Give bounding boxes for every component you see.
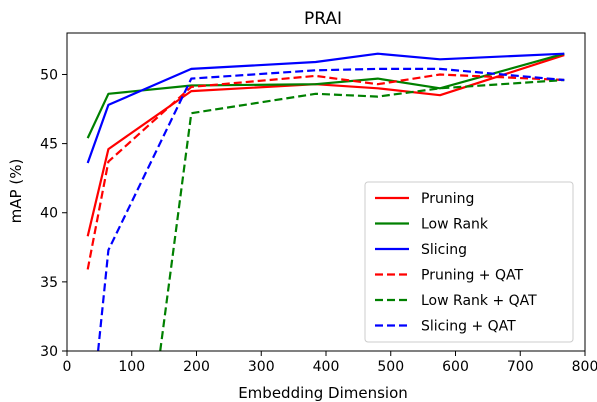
x-tick-label: 500	[377, 359, 404, 375]
x-tick-label: 0	[63, 359, 72, 375]
x-tick-label: 600	[442, 359, 469, 375]
y-tick-label: 45	[40, 137, 58, 153]
series-line-slicing	[86, 52, 565, 164]
legend-label-pruning-qat: Pruning + QAT	[421, 268, 523, 284]
legend-label-low-rank: Low Rank	[421, 217, 489, 233]
legend-label-low-rank-qat: Low Rank + QAT	[421, 293, 537, 309]
series-line-slicing-qat	[97, 67, 565, 351]
y-tick-label: 50	[40, 67, 58, 83]
x-tick-label: 300	[248, 359, 275, 375]
plot-area	[86, 52, 565, 351]
y-tick-label: 40	[40, 206, 58, 222]
x-tick-label: 800	[572, 359, 597, 375]
y-tick-label: 30	[40, 344, 58, 360]
y-axis-label: mAP (%)	[7, 159, 25, 224]
series-line-pruning-qat	[86, 73, 565, 270]
legend-box	[364, 181, 574, 343]
series-line-low-rank-qat	[159, 78, 565, 351]
y-tick-label: 35	[40, 275, 58, 291]
x-axis-label: Embedding Dimension	[238, 384, 408, 402]
axes: 0 100 200 300 400 500 600 700 800 30 35 40 45 50	[40, 32, 597, 375]
legend-label-slicing: Slicing	[421, 242, 467, 258]
x-tick-label: 100	[118, 359, 145, 375]
legend-label-pruning: Pruning	[421, 191, 474, 207]
legend-label-slicing-qat: Slicing + QAT	[421, 319, 516, 335]
x-tick-label: 700	[507, 359, 534, 375]
legend: Pruning Low Rank Slicing Pruning + QAT Low R…	[364, 181, 574, 343]
x-tick-label: 400	[313, 359, 340, 375]
series-line-low-rank	[86, 52, 565, 139]
x-tick-label: 200	[183, 359, 210, 375]
chart-title: PRAI	[304, 9, 342, 29]
